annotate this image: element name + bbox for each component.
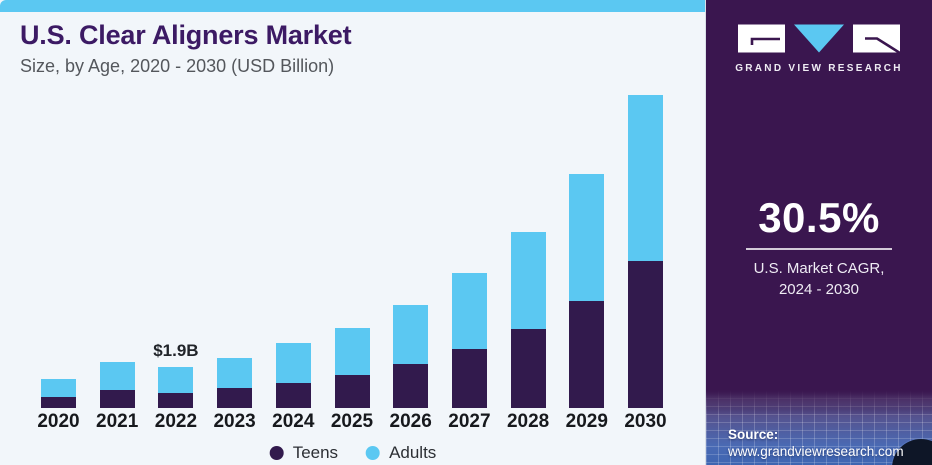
x-tick-2022: 2022: [154, 411, 198, 432]
bar-2020: [41, 379, 76, 408]
cagr-underline: [746, 248, 892, 250]
cagr-value: 30.5%: [758, 194, 880, 241]
bar-2030: [628, 94, 663, 408]
x-tick-2025: 2025: [330, 411, 374, 432]
bar-segment-adults-2027: [451, 273, 487, 350]
bar-2023: [217, 358, 253, 408]
legend-dot-adults-icon: [366, 446, 381, 460]
chart-header: U.S. Clear Aligners Market Size, by Age,…: [20, 20, 352, 77]
x-tick-2029: 2029: [565, 411, 608, 432]
top-accent-bar: [0, 0, 706, 12]
cagr-label-line2: 2024 - 2030: [778, 281, 860, 298]
legend-item-adults: Adults: [366, 443, 436, 463]
x-tick-2027: 2027: [448, 411, 491, 432]
bar-2027: [451, 273, 487, 408]
bar-segment-adults-2029: [569, 174, 605, 301]
bar-segment-adults-2028: [510, 232, 546, 330]
source-url-link[interactable]: www.grandviewresearch.com: [728, 444, 904, 459]
page-subtitle: Size, by Age, 2020 - 2030 (USD Billion): [20, 56, 335, 76]
legend-label-teens: Teens: [292, 443, 339, 462]
bar-2028: [510, 232, 546, 408]
bar-segment-teens-2028: [510, 329, 546, 408]
x-tick-2021: 2021: [96, 411, 139, 432]
bar-segment-teens-2022: [158, 392, 194, 408]
x-tick-2028: 2028: [506, 411, 550, 432]
bar-segment-teens-2030: [628, 261, 663, 408]
x-tick-2024: 2024: [272, 411, 315, 432]
bar-2029: [569, 174, 605, 408]
bar-2025: [334, 327, 370, 408]
logo-v-triangle: [794, 24, 844, 53]
bar-segment-teens-2025: [334, 374, 370, 408]
bar-segment-adults-2020: [41, 379, 76, 398]
legend-label-adults: Adults: [389, 443, 437, 462]
bar-segment-adults-2024: [275, 343, 311, 384]
chart-legend: Teens Adults: [269, 443, 436, 463]
bar-segment-teens-2021: [99, 390, 135, 408]
x-tick-2026: 2026: [389, 411, 432, 432]
bar-segment-adults-2030: [628, 94, 663, 262]
bar-segment-adults-2023: [217, 358, 253, 388]
bar-segment-adults-2021: [99, 361, 135, 390]
source-block: Source: www.grandviewresearch.com: [728, 427, 904, 459]
logo-r-stroke: [865, 37, 900, 54]
bar-segment-teens-2026: [393, 364, 429, 408]
panel-divider: [705, 0, 706, 465]
bar-segment-adults-2025: [334, 327, 370, 375]
legend-dot-teens-icon: [269, 446, 284, 460]
bar-value-label: $1.9B: [153, 340, 199, 360]
page-title: U.S. Clear Aligners Market: [20, 20, 352, 50]
bar-segment-adults-2022: [158, 366, 194, 393]
legend-item-teens: Teens: [269, 443, 339, 463]
bar-segment-teens-2024: [275, 383, 311, 408]
bar-2021: [99, 361, 135, 408]
brand-panel: GRAND VIEW RESEARCH 30.5% U.S. Market CA…: [706, 0, 932, 465]
gvr-logo-icon: [738, 24, 900, 54]
bar-2024: [275, 343, 311, 408]
cagr-block: 30.5% U.S. Market CAGR, 2024 - 2030: [706, 194, 932, 300]
bar-segment-adults-2026: [393, 305, 429, 365]
x-tick-2023: 2023: [213, 411, 256, 432]
bar-segment-teens-2020: [41, 397, 76, 408]
cagr-label-line1: U.S. Market CAGR,: [753, 260, 885, 277]
logo-g-stroke: [750, 37, 780, 45]
bar-2026: [393, 305, 429, 408]
bar-segment-teens-2023: [217, 388, 253, 408]
bar-segment-teens-2029: [569, 300, 605, 408]
bar-2022: [158, 366, 194, 408]
x-tick-2020: 2020: [37, 411, 80, 432]
source-label: Source:: [728, 427, 779, 442]
plot-area: 2020 2021 2022 2023 2024 2025 2026 2027 2028 2029…: [37, 94, 667, 432]
perspective-grid-graphic: [706, 390, 932, 465]
brand-name: GRAND VIEW RESEARCH: [735, 63, 903, 74]
x-tick-2030: 2030: [624, 411, 667, 432]
bar-segment-teens-2027: [451, 349, 487, 408]
